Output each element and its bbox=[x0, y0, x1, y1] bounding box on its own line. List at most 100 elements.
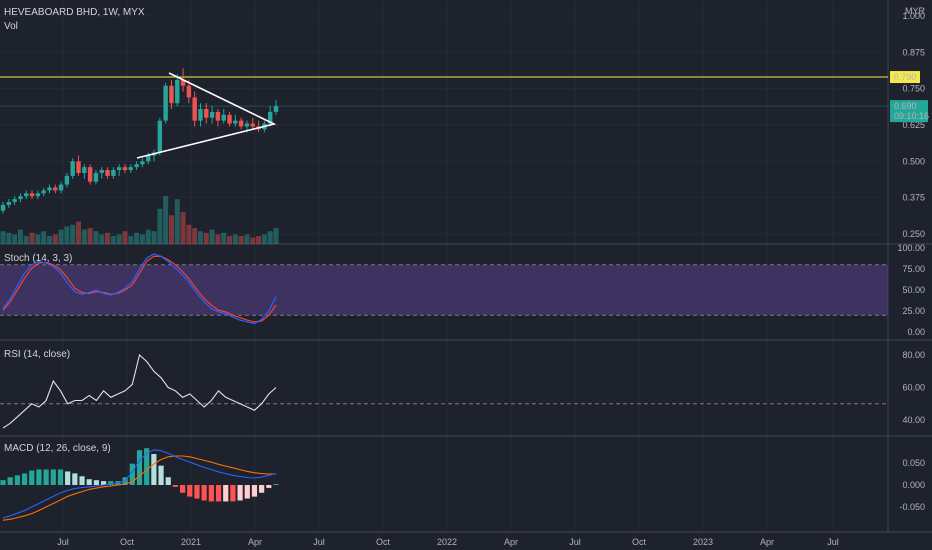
candle-body bbox=[122, 167, 128, 171]
candle bbox=[157, 117, 163, 156]
candle-body bbox=[111, 170, 116, 176]
candle bbox=[273, 100, 279, 115]
time-axis-label: Jul bbox=[313, 537, 325, 547]
candle bbox=[87, 164, 93, 185]
candle bbox=[122, 164, 128, 173]
candle-body bbox=[169, 85, 174, 104]
candle bbox=[18, 193, 23, 203]
macd-histogram-bar bbox=[65, 471, 71, 485]
macd-histogram-bar bbox=[144, 448, 150, 485]
stoch-tick-label: 75.00 bbox=[902, 264, 925, 274]
symbol-title: HEVEABOARD BHD, 1W, MYX bbox=[4, 7, 145, 18]
candle-body bbox=[238, 120, 244, 127]
macd-histogram-bar bbox=[0, 480, 6, 485]
volume-bar bbox=[122, 231, 128, 244]
stoch-tick-label: 0.00 bbox=[907, 327, 925, 337]
price-tick-label: 0.250 bbox=[902, 229, 925, 239]
price-axis-background bbox=[888, 0, 932, 550]
stoch-tick-label: 50.00 bbox=[902, 285, 925, 295]
candle-body bbox=[82, 167, 87, 173]
macd-label: MACD (12, 26, close, 9) bbox=[4, 443, 111, 454]
volume-bar bbox=[192, 228, 198, 244]
volume-bar bbox=[58, 229, 64, 244]
candle bbox=[53, 184, 58, 194]
candle bbox=[29, 190, 35, 200]
volume-bar bbox=[209, 229, 215, 244]
time-axis-label: Apr bbox=[760, 537, 774, 547]
macd-histogram-bar bbox=[172, 485, 179, 487]
volume-bar bbox=[163, 196, 169, 244]
volume-bar bbox=[46, 236, 52, 244]
volume-bar bbox=[186, 224, 192, 244]
macd-histogram-bar bbox=[100, 481, 107, 485]
candle bbox=[227, 111, 232, 127]
volume-bar bbox=[6, 232, 12, 244]
rsi-line bbox=[2, 353, 277, 429]
volume-bar bbox=[128, 236, 134, 244]
macd-histogram-bar bbox=[93, 480, 99, 485]
candle bbox=[140, 158, 145, 168]
candle bbox=[41, 187, 46, 197]
candle-body bbox=[99, 170, 104, 173]
volume-bar bbox=[256, 236, 262, 244]
candle-body bbox=[6, 202, 12, 205]
macd-histogram-bar bbox=[165, 477, 171, 485]
volume-bar bbox=[87, 228, 93, 244]
macd-histogram-bar bbox=[129, 463, 135, 485]
macd-histogram-bar bbox=[36, 469, 42, 485]
macd-tick-label: -0.050 bbox=[899, 502, 925, 512]
triangle-pattern-drawing[interactable] bbox=[136, 72, 277, 159]
candle-body bbox=[76, 161, 81, 173]
time-axis-label: Jul bbox=[827, 537, 839, 547]
macd-histogram-bar bbox=[136, 450, 143, 485]
candle bbox=[76, 155, 81, 176]
volume-bar bbox=[35, 234, 41, 244]
candle-body bbox=[35, 193, 41, 197]
last-price-tag bbox=[890, 100, 928, 123]
time-axis-label: Oct bbox=[120, 537, 135, 547]
macd-histogram-bar bbox=[57, 469, 64, 485]
candle-body bbox=[128, 167, 133, 171]
candle-body bbox=[244, 123, 250, 127]
candle bbox=[233, 114, 238, 127]
candle-body bbox=[18, 196, 23, 200]
candle-body bbox=[163, 85, 168, 121]
time-axis-label: Jul bbox=[569, 537, 581, 547]
candle bbox=[163, 82, 168, 124]
volume-label: Vol bbox=[4, 21, 18, 32]
stoch-label: Stoch (14, 3, 3) bbox=[4, 253, 72, 264]
macd-histogram-bar bbox=[259, 485, 265, 493]
candle bbox=[64, 172, 70, 188]
candle-body bbox=[12, 199, 17, 203]
volume-bar bbox=[238, 236, 244, 244]
price-tick-label: 0.750 bbox=[902, 84, 925, 94]
macd-histogram-bar bbox=[151, 454, 157, 485]
candle-body bbox=[87, 167, 93, 182]
volume-bar bbox=[17, 229, 23, 244]
candle bbox=[221, 109, 226, 124]
macd-histogram-bar bbox=[237, 485, 243, 501]
candle bbox=[6, 199, 12, 208]
candle-body bbox=[41, 190, 46, 194]
last-price-label: 0.690 bbox=[894, 101, 917, 111]
macd-histogram-bar bbox=[29, 470, 35, 485]
time-axis-label: 2021 bbox=[181, 537, 201, 547]
candle bbox=[238, 117, 244, 130]
candle-body bbox=[116, 167, 122, 171]
volume-bar bbox=[139, 234, 145, 244]
volume-bar bbox=[151, 231, 157, 244]
volume-bar bbox=[52, 234, 58, 244]
time-axis-label: 2022 bbox=[437, 537, 457, 547]
volume-bar bbox=[273, 228, 279, 244]
volume-bar bbox=[221, 232, 227, 244]
candle-body bbox=[157, 120, 163, 153]
macd-histogram-bar bbox=[7, 477, 13, 485]
currency-label: MYR bbox=[905, 6, 926, 16]
volume-bar bbox=[70, 224, 76, 244]
macd-histogram-bar bbox=[208, 485, 214, 502]
macd-histogram-bar bbox=[230, 485, 236, 502]
candle-body bbox=[227, 114, 232, 124]
candle bbox=[47, 184, 52, 194]
